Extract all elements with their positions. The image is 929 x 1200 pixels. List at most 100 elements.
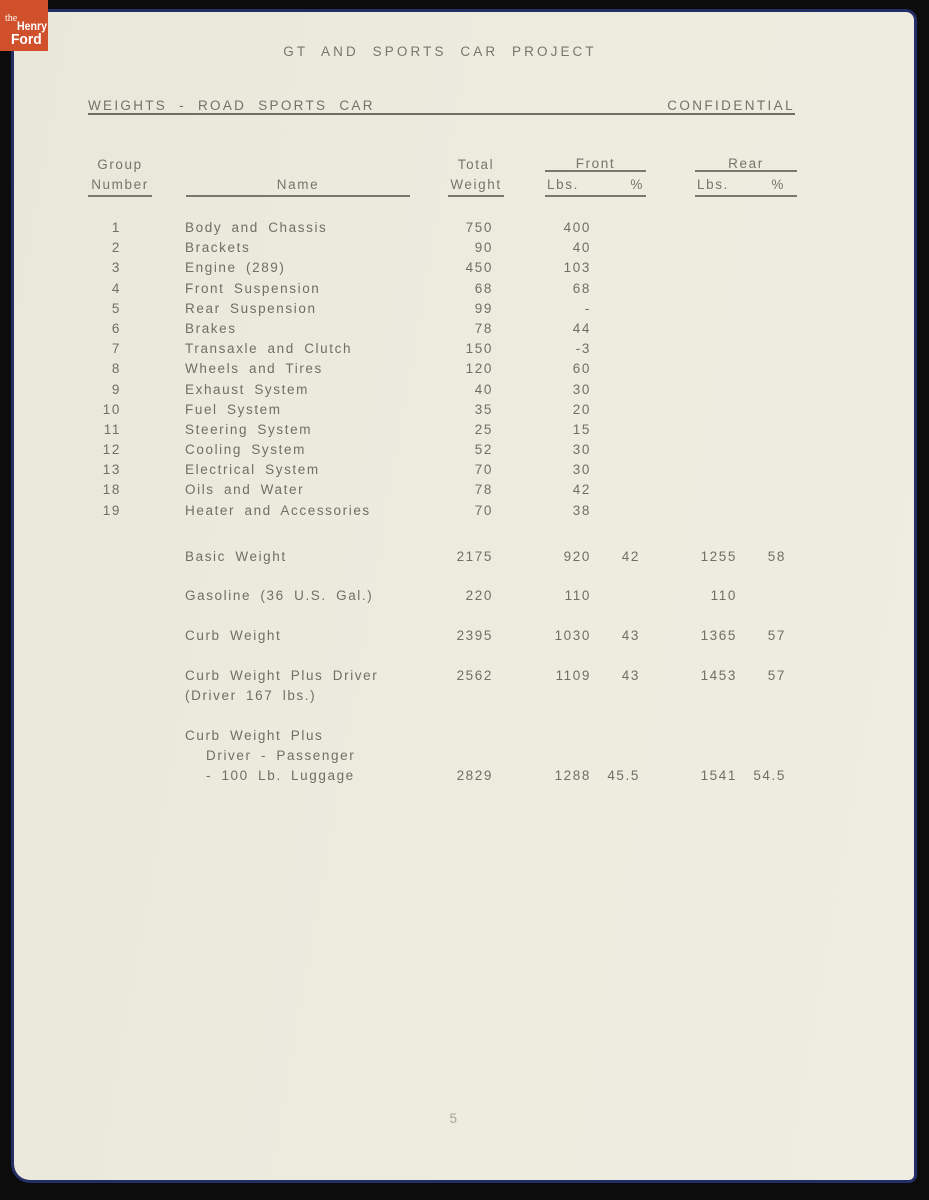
cell-front-lbs: 44 [572, 320, 591, 336]
cell-summary-name: Basic Weight [121, 547, 434, 567]
cell-front-pct: 45.5 [607, 768, 640, 784]
summary-row-gasoline: Gasoline (36 U.S. Gal.) 220 110 110 [14, 586, 914, 606]
cell-group-number: 7 [111, 341, 121, 357]
cell-rear-pct: 58 [767, 549, 786, 564]
table-row: 7 Transaxle and Clutch 150 -3 [14, 341, 914, 361]
cell-component-name: Electrical System [185, 462, 320, 478]
cell-summary-name: Curb Weight [121, 626, 434, 646]
col-header-name: Name [276, 177, 320, 192]
rear-header-overline [695, 170, 797, 172]
summary-row-curb-plus-driver-passenger: Curb Weight Plus Driver - Passenger - 10… [14, 726, 914, 787]
cell-summary-name: Curb Weight Plus Driver (Driver 167 lbs.… [121, 666, 434, 706]
cell-total-weight: 450 [465, 260, 493, 276]
cell-front-lbs: - [584, 300, 591, 316]
cell-rear-pct: 57 [767, 628, 786, 643]
summary-row-curb-weight: Curb Weight 2395 1030 43 1365 57 [14, 626, 914, 646]
cell-rear-pct: 54.5 [753, 768, 786, 784]
cell-component-name: Rear Suspension [185, 300, 317, 316]
cell-front-lbs: 103 [563, 260, 591, 276]
cell-group-number: 13 [102, 462, 121, 478]
cell-front-lbs: 400 [563, 220, 591, 235]
logo-text-ford: Ford [11, 31, 42, 48]
cell-front-lbs: 68 [572, 280, 591, 296]
cell-group-number: 11 [103, 421, 121, 437]
cell-group-number: 10 [102, 401, 121, 417]
table-row: 13 Electrical System 70 30 [14, 462, 914, 482]
header-rule [88, 113, 795, 115]
table-row: 19 Heater and Accessories 70 38 [14, 503, 914, 523]
cell-front-lbs: 20 [572, 401, 591, 417]
cell-front-lbs: 42 [572, 482, 591, 498]
summary-name-line: Curb Weight [185, 628, 282, 643]
cell-rear-pct: 57 [767, 668, 786, 683]
cell-front-lbs: 1288 [554, 768, 591, 784]
cell-rear-lbs: 110 [710, 588, 737, 603]
cell-component-name: Brakes [185, 320, 237, 336]
cell-group-number: 9 [111, 381, 121, 397]
cell-front-lbs: 110 [564, 588, 591, 603]
col-header-front-lbs: Lbs. [547, 177, 579, 192]
cell-total-weight: 40 [474, 381, 493, 397]
cell-component-name: Cooling System [185, 442, 306, 458]
cell-component-name: Steering System [185, 421, 313, 437]
name-header-underline [186, 195, 410, 197]
cell-total-weight: 70 [474, 502, 493, 518]
cell-rear-lbs: 1541 [700, 768, 737, 784]
group-header-underline [88, 195, 152, 197]
table-row: 9 Exhaust System 40 30 [14, 382, 914, 402]
cell-group-number: 19 [102, 502, 121, 518]
cell-front-lbs: 30 [572, 462, 591, 478]
document-page: GT AND SPORTS CAR PROJECT WEIGHTS - ROAD… [14, 12, 914, 1180]
cell-front-pct: 43 [621, 628, 640, 643]
cell-component-name: Fuel System [185, 401, 282, 417]
table-row: 1 Body and Chassis 750 400 [14, 220, 914, 240]
table-row: 4 Front Suspension 68 68 [14, 281, 914, 301]
cell-group-number: 3 [111, 260, 121, 276]
cell-component-name: Transaxle and Clutch [185, 341, 353, 357]
cell-total-weight: 220 [465, 588, 493, 603]
cell-total-weight: 78 [474, 320, 493, 336]
cell-component-name: Front Suspension [185, 280, 321, 296]
cell-group-number: 5 [111, 300, 121, 316]
summary-row-curb-plus-driver: Curb Weight Plus Driver (Driver 167 lbs.… [14, 666, 914, 706]
cell-total-weight: 25 [474, 421, 493, 437]
cell-total-weight: 2829 [456, 768, 493, 784]
cell-component-name: Exhaust System [185, 381, 309, 397]
cell-total-weight: 90 [474, 240, 493, 256]
cell-front-lbs: 38 [572, 502, 591, 518]
document-subtitle: WEIGHTS - ROAD SPORTS CAR [88, 98, 375, 113]
rear-header-underline [695, 195, 797, 197]
cell-component-name: Oils and Water [185, 482, 305, 498]
cell-group-number: 8 [111, 361, 121, 377]
cell-group-number: 1 [111, 220, 121, 235]
col-header-total: Total [457, 157, 495, 172]
col-header-front: Front [575, 156, 616, 171]
cell-front-lbs: -3 [575, 341, 591, 357]
summary-name-line: Curb Weight Plus [185, 728, 324, 743]
summary-name-line: Driver - Passenger [206, 748, 356, 764]
logo-text-henry: Henry [17, 21, 48, 33]
cell-total-weight: 70 [474, 462, 493, 478]
cell-total-weight: 2562 [456, 668, 493, 683]
cell-total-weight: 750 [465, 220, 493, 235]
cell-front-lbs: 15 [572, 421, 591, 437]
table-row: 6 Brakes 78 44 [14, 321, 914, 341]
table-row: 3 Engine (289) 450 103 [14, 260, 914, 280]
col-header-number: Number [91, 177, 149, 192]
table-row: 18 Oils and Water 78 42 [14, 482, 914, 502]
table-row: 8 Wheels and Tires 120 60 [14, 361, 914, 381]
page-number: 5 [449, 1111, 459, 1126]
cell-group-number: 2 [111, 240, 121, 256]
cell-front-lbs: 1109 [555, 668, 591, 683]
cell-front-lbs: 920 [563, 549, 591, 564]
table-row: 11 Steering System 25 15 [14, 422, 914, 442]
weights-table: 1 Body and Chassis 750 400 2 Brackets 90… [14, 220, 914, 523]
col-header-rear: Rear [728, 156, 764, 171]
col-header-weight: Weight [450, 177, 502, 192]
cell-total-weight: 150 [465, 341, 493, 357]
summary-name-line: Gasoline (36 U.S. Gal.) [185, 588, 374, 603]
summary-name-line: Curb Weight Plus Driver [185, 668, 379, 683]
logo-text-the: the [5, 13, 18, 24]
summary-name-line: - 100 Lb. Luggage [206, 768, 355, 784]
